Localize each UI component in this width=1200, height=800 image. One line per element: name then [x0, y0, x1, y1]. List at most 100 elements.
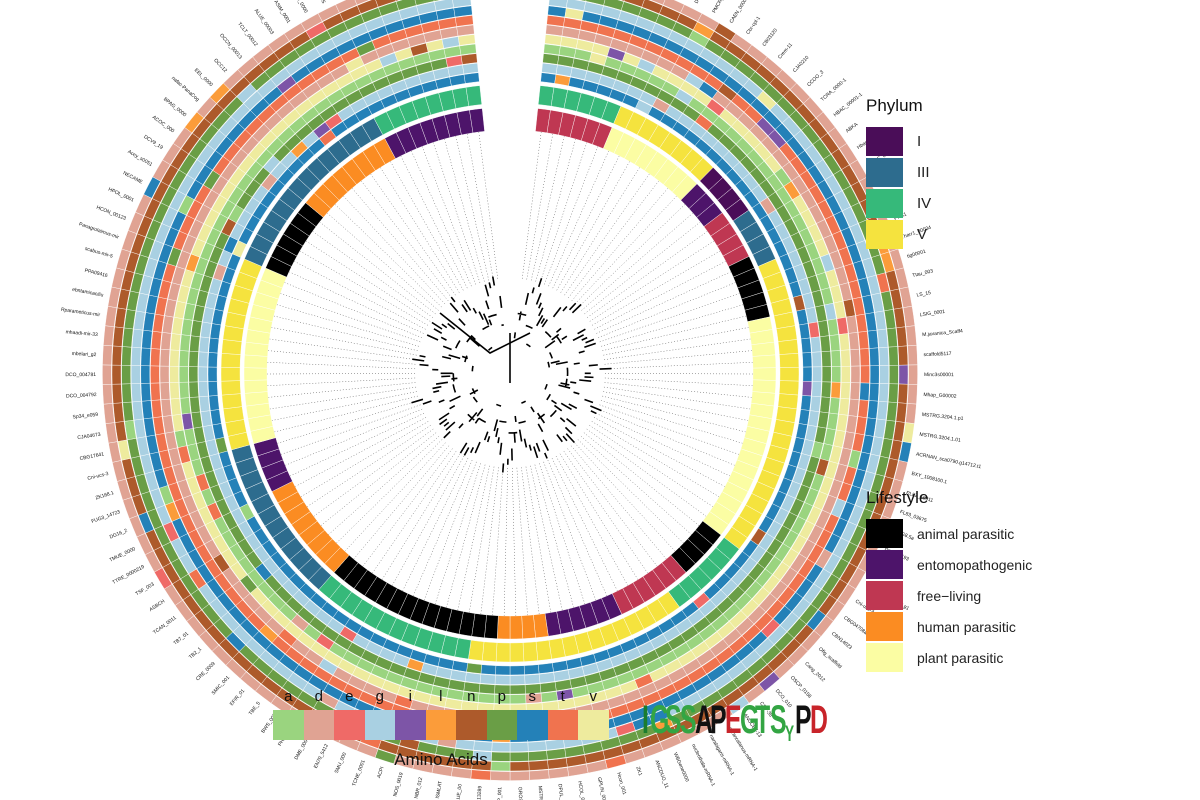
lifestyle-label: entomopathogenic [917, 556, 1033, 573]
amino-acid-ring-cell [131, 346, 142, 366]
amino-acid-ring-cell [830, 381, 841, 399]
phylum-ring-cell [777, 339, 799, 355]
tip-label: tig00001 [907, 249, 927, 260]
tip-guide-line [595, 413, 731, 477]
tip-guide-line [578, 204, 686, 308]
amino-acid-ring-cell [553, 669, 570, 682]
amino-acid-ring-cell [140, 365, 151, 384]
tip-guide-line [586, 428, 707, 517]
amino-acid-ring-cell [449, 74, 466, 87]
phylum-legend-item: IV [866, 188, 931, 219]
tip-guide-line [306, 425, 431, 507]
phylum-ring-cell [779, 353, 800, 368]
amino-acid-ring-cell [544, 34, 563, 46]
logo-residue: G [740, 698, 760, 742]
tip-guide-line [276, 304, 419, 347]
amino-acid-ring-cell [198, 351, 209, 368]
tip-label: ZK1 [634, 766, 643, 777]
lifestyle-legend: Lifestyle animal parasitic entomopathogen… [866, 488, 1032, 673]
amino-acid-ring-cell [495, 665, 511, 676]
amino-acid-ring-cell [102, 345, 113, 366]
lifestyle-label: plant parasitic [917, 649, 1004, 666]
tip-guide-line [534, 464, 574, 608]
tip-guide-line [567, 448, 658, 567]
amino-acid-ring-cell [836, 317, 849, 335]
amino-acid-ring-cell [848, 332, 860, 350]
logo-residue: E [725, 698, 742, 742]
amino-acid-ring-cell [523, 664, 540, 675]
amino-acid-ring-cell [141, 400, 153, 420]
amino-acid-ring-cell [869, 347, 880, 367]
amino-acid-ring-cell [802, 366, 813, 382]
amino-acid-ring-cell [895, 402, 908, 423]
tip-guide-line [560, 167, 640, 293]
amino-acid-ring-cell [830, 350, 841, 367]
tip-guide-line [594, 261, 726, 330]
amino-acid-ring-cell [207, 366, 218, 382]
tip-guide-line [268, 350, 416, 365]
amino-acid-ring-cell [159, 348, 171, 367]
amino-acid-ring-cell [490, 770, 511, 781]
tip-label: Panagrolaimus-mir [78, 221, 120, 241]
amino-acid-ring-cell [140, 347, 151, 367]
lifestyle-ring-cell [496, 615, 511, 640]
lifestyle-ring-cell [243, 379, 268, 394]
tip-label: TBE_5 [248, 701, 262, 717]
amino-acid-ring-cell [827, 318, 839, 336]
tip-guide-line [503, 467, 508, 616]
tip-guide-line [592, 250, 721, 326]
tip-guide-line [598, 282, 736, 338]
amino-acid-colorbar [273, 710, 609, 740]
tip-guide-line [603, 327, 749, 356]
tip-guide-line [381, 453, 461, 580]
tip-label: PMCR_0041-T1 [711, 0, 734, 14]
amino-acid-letter: e [345, 688, 354, 705]
amino-acid-ring-cell [414, 0, 435, 6]
tip-label: scaffold5117 [923, 351, 951, 358]
amino-acid-ring-cell [150, 382, 161, 401]
amino-acid-ring-cell [494, 675, 511, 685]
tip-label: GPLIN_000159 [596, 777, 609, 800]
tip-label: ACPI [376, 766, 385, 779]
tip-guide-line [269, 386, 417, 410]
amino-acid-ring-cell [551, 660, 569, 673]
tip-label: SMU_0000 [291, 0, 309, 14]
lifestyle-ring-cell [243, 367, 268, 381]
tip-guide-line [599, 293, 740, 343]
amino-acid-ring-cell [878, 346, 889, 366]
tip-guide-line [294, 261, 426, 330]
tip-label: Rparameticus-mir [61, 307, 101, 319]
tip-guide-line [320, 432, 437, 526]
phylum-ring-cell [221, 339, 243, 355]
amino-acid-ring-cell [151, 331, 162, 350]
logo-residue: G [650, 698, 670, 742]
tip-guide-line [313, 428, 434, 517]
tip-label: TB7_01 [173, 631, 191, 647]
tip-label: CBG04708a [842, 615, 868, 636]
lifestyle-label: animal parasitic [917, 525, 1015, 542]
phylum-ring-cell [481, 641, 498, 662]
amino-acid-ring-cell [546, 15, 566, 27]
phylum-swatch [866, 189, 903, 218]
amino-acid-ring-cell [798, 409, 810, 426]
amino-acid-ring-cell [121, 365, 131, 385]
amino-acid-ring-cell [464, 672, 482, 684]
amino-acid-ring-cell [121, 346, 132, 366]
amino-acid-ring-cell [907, 384, 918, 405]
tip-guide-line [543, 461, 597, 601]
amino-acid-ring-cell [457, 34, 476, 46]
tip-label: Acey_s0051 [127, 149, 154, 168]
tip-guide-line [589, 425, 714, 507]
amino-acid-ring-cell [179, 366, 189, 383]
tip-guide-line [525, 466, 552, 613]
tip-guide-line [455, 136, 490, 281]
tip-label: CRE_0009 [195, 661, 217, 683]
amino-acid-ring-cell [103, 325, 115, 347]
phylum-ring-cell [777, 393, 799, 410]
tip-guide-line [602, 395, 746, 433]
tip-label: OCC12 [212, 58, 228, 74]
tip-guide-line [468, 466, 495, 613]
lifestyle-swatch [866, 643, 903, 672]
amino-acid-ring-cell [466, 662, 483, 674]
amino-acid-ring-cell [159, 365, 170, 384]
